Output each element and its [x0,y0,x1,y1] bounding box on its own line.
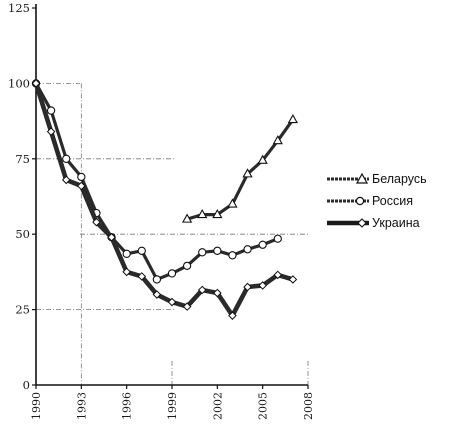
data-point-diamond [213,288,222,298]
data-point-diamond [61,175,71,185]
x-tick-label: 2002 [211,392,224,420]
data-point-diamond [273,270,283,280]
y-tick-label: 0 [23,378,30,392]
x-tick-label: 1999 [166,392,179,420]
series-1 [181,113,299,223]
legend-swatch-triangle [327,173,369,184]
data-point-circle [228,251,237,260]
x-tick-label: 2005 [257,392,270,420]
axes: 0 25 50 75 100 125 1990 1993 1996 1999 2002 2005 200… [8,1,315,420]
y-tick-label: 50 [15,227,30,241]
data-point-diamond [288,275,298,284]
data-point-diamond [46,127,56,136]
data-point-triangle [227,198,238,208]
y-tick-label: 25 [15,303,30,317]
x-tick-label: 1996 [121,392,134,420]
legend-label: Беларусь [372,172,427,186]
data-point-diamond [107,232,116,242]
series [31,79,299,320]
data-point-diamond [182,302,192,311]
legend-label: Россия [372,194,413,208]
series-3 [31,79,298,320]
legend-item-russia: Россия [326,190,427,212]
data-point-diamond [77,181,86,191]
data-point-diamond [92,217,101,227]
data-point-circle [273,234,282,243]
legend-item-ukraine: Украина [326,212,427,234]
data-point-triangle [212,208,223,219]
y-tick-label: 100 [8,76,30,90]
data-point-circle [137,246,146,255]
data-point-diamond [152,290,162,299]
legend-swatch-diamond [327,218,369,228]
data-point-circle [213,246,222,255]
data-point-diamond [228,311,237,320]
data-point-diamond [258,281,267,290]
data-point-triangle [242,168,253,178]
x-tick-label: 1990 [30,392,43,420]
data-point-circle [167,269,177,278]
data-point-circle [62,154,71,163]
data-point-diamond [197,285,207,295]
data-point-triangle [257,154,268,164]
data-point-circle [46,106,56,115]
y-tick-label: 75 [15,152,30,166]
grid [36,83,309,385]
data-point-circle [258,240,267,249]
data-point-circle [152,275,162,284]
data-point-triangle [287,113,299,124]
legend-label: Украина [372,216,420,230]
data-point-circle [243,245,252,254]
data-point-circle [77,172,86,182]
data-point-circle [182,261,192,271]
data-point-diamond [137,272,147,281]
x-tick-label: 2008 [302,392,315,420]
data-point-circle [198,248,207,257]
data-point-diamond [243,282,252,292]
legend-item-belarus: Беларусь [326,168,427,190]
series-line [185,117,295,221]
x-tick-label: 1993 [75,392,88,420]
legend: Беларусь Россия Украина [326,168,427,234]
data-point-triangle [197,208,208,219]
data-point-diamond [31,79,41,88]
data-point-triangle [272,135,283,145]
series-line [33,81,296,318]
data-point-diamond [167,297,177,307]
data-point-diamond [122,267,131,277]
data-point-circle [122,249,131,258]
y-tick-label: 125 [8,1,30,15]
legend-swatch-circle [327,196,369,206]
data-point-triangle [181,213,193,223]
